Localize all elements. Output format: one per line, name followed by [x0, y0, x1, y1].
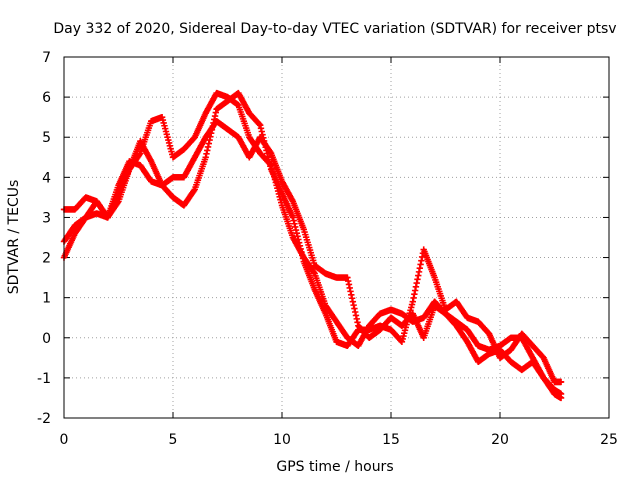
y-tick-label: 7 [42, 50, 51, 66]
x-tick-label: 5 [169, 432, 178, 448]
chart-title: Day 332 of 2020, Sidereal Day-to-day VTE… [53, 21, 616, 37]
data-point [557, 378, 565, 386]
y-tick-label: 0 [42, 331, 51, 347]
y-tick-label: 6 [42, 90, 51, 106]
y-tick-label: 1 [42, 291, 51, 307]
plot-frame [63, 56, 610, 419]
y-tick-label: 5 [42, 130, 51, 146]
y-tick-label: 2 [42, 251, 51, 267]
data-point [557, 390, 565, 398]
series-track-3 [60, 117, 565, 398]
x-tick-label: 25 [600, 432, 618, 448]
x-tick-label: 10 [273, 432, 291, 448]
x-tick-label: 0 [60, 432, 69, 448]
y-tick-labels: -2 -1 0 1 2 3 4 5 6 7 [37, 50, 51, 427]
y-tick-label: -1 [37, 371, 51, 387]
y-tick-label: -2 [37, 411, 51, 427]
x-tick-label: 20 [491, 432, 509, 448]
x-tick-labels: 0 5 10 15 20 25 [60, 432, 618, 448]
y-tick-label: 4 [42, 170, 51, 186]
y-tick-label: 3 [42, 210, 51, 226]
y-axis-label: SDTVAR / TECUs [6, 180, 22, 295]
x-axis-label: GPS time / hours [276, 459, 393, 475]
x-tick-label: 15 [382, 432, 400, 448]
